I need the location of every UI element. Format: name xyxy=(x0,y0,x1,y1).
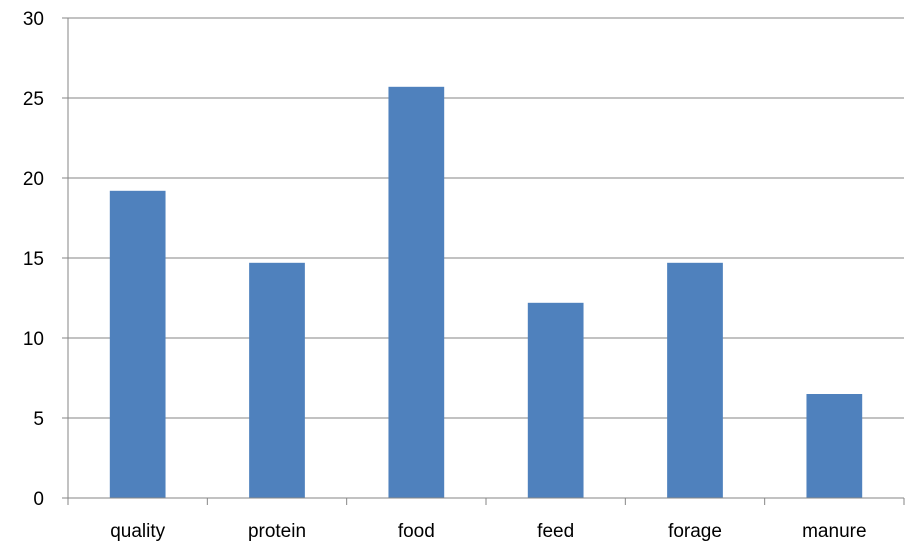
y-tick-label: 30 xyxy=(23,9,44,30)
bar-manure xyxy=(806,394,863,498)
x-tick-labels: quality protein food feed forage manure xyxy=(110,521,866,542)
y-tick-labels: 0 5 10 15 20 25 30 xyxy=(23,9,44,510)
x-tick-label: quality xyxy=(110,521,165,542)
bars xyxy=(109,86,863,499)
x-tick-label: protein xyxy=(248,521,306,542)
bar-food xyxy=(388,86,445,499)
bar-forage xyxy=(667,262,723,498)
y-tick-label: 5 xyxy=(33,409,44,430)
y-tick-label: 10 xyxy=(23,329,44,350)
bar-protein xyxy=(249,262,305,498)
bar-feed xyxy=(527,302,584,498)
x-tick-label: manure xyxy=(802,521,866,542)
y-tick-label: 20 xyxy=(23,169,44,190)
x-tick-label: food xyxy=(398,521,435,542)
axes xyxy=(62,17,905,505)
y-tick-label: 0 xyxy=(33,489,44,510)
x-tick-label: feed xyxy=(537,521,574,542)
y-tick-label: 15 xyxy=(23,249,44,270)
y-tick-label: 25 xyxy=(23,89,44,110)
gridlines xyxy=(68,17,904,419)
x-tick-label: forage xyxy=(668,521,722,542)
bar-quality xyxy=(109,190,166,499)
